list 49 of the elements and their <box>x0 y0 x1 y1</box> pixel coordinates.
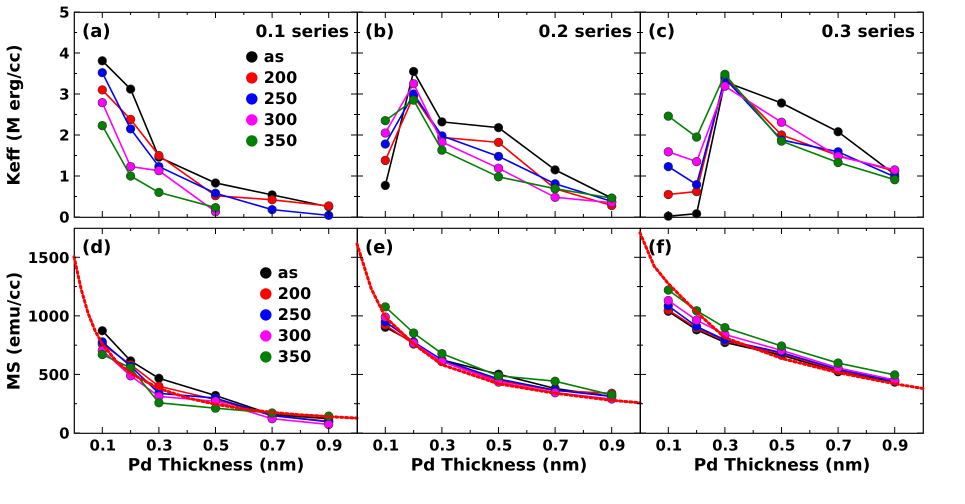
annotation: (b) <box>365 21 394 42</box>
x-tick-label: 0.9 <box>316 436 342 454</box>
x-axis-title: Pd Thickness (nm) <box>694 456 870 476</box>
x-axis-title: Pd Thickness (nm) <box>410 456 588 476</box>
y-tick-label: 0 <box>59 424 70 442</box>
legend-label: 300 <box>264 110 298 129</box>
x-tick-label: 0.1 <box>90 436 116 454</box>
x-tick-label: 0.5 <box>486 436 512 454</box>
x-tick-label: 0.9 <box>882 436 908 454</box>
x-tick-label: 0.5 <box>202 436 230 454</box>
legend-label: as <box>278 262 298 282</box>
annotation: (c) <box>648 21 676 42</box>
y-axis-title: MS (emu/cc) <box>4 272 24 390</box>
legend-label: 300 <box>278 326 312 345</box>
y-tick-label: 0 <box>59 208 70 226</box>
y-tick-label: 1000 <box>28 307 70 326</box>
x-tick-label: 0.1 <box>372 436 400 454</box>
legend-label: 350 <box>264 130 298 150</box>
x-tick-label: 0.1 <box>656 436 682 454</box>
y-axis-title: Keff (M erg/cc) <box>4 44 24 186</box>
annotation: (e) <box>365 237 394 258</box>
y-tick-label: 4 <box>59 44 70 62</box>
annotation: (d) <box>82 237 112 258</box>
y-tick-label: 1500 <box>28 248 70 267</box>
legend-label: 250 <box>264 88 298 108</box>
annotation: 0.2 series <box>538 22 632 42</box>
x-tick-label: 0.7 <box>825 436 852 454</box>
legend-label: 350 <box>278 346 312 366</box>
annotation: 0.1 series <box>255 22 349 42</box>
legend-label: 200 <box>278 284 312 303</box>
y-tick-label: 5 <box>59 4 70 22</box>
annotation: (f) <box>648 237 672 258</box>
x-axis-title: Pd Thickness (nm) <box>128 456 304 476</box>
x-tick-label: 0.9 <box>598 436 626 454</box>
x-tick-label: 0.3 <box>712 436 739 454</box>
y-tick-label: 500 <box>38 366 70 384</box>
y-tick-label: 1 <box>59 168 70 186</box>
x-tick-label: 0.7 <box>259 436 286 454</box>
annotation: (a) <box>82 21 111 42</box>
legend-label: 200 <box>264 68 298 87</box>
x-tick-label: 0.3 <box>429 436 456 454</box>
legend-label: 250 <box>278 304 312 324</box>
x-tick-label: 0.3 <box>146 436 173 454</box>
y-tick-label: 2 <box>59 126 70 144</box>
y-tick-label: 3 <box>59 86 70 104</box>
legend-label: as <box>264 46 284 66</box>
x-tick-label: 0.5 <box>768 436 796 454</box>
annotation: 0.3 series <box>821 22 915 42</box>
x-tick-label: 0.7 <box>542 436 569 454</box>
